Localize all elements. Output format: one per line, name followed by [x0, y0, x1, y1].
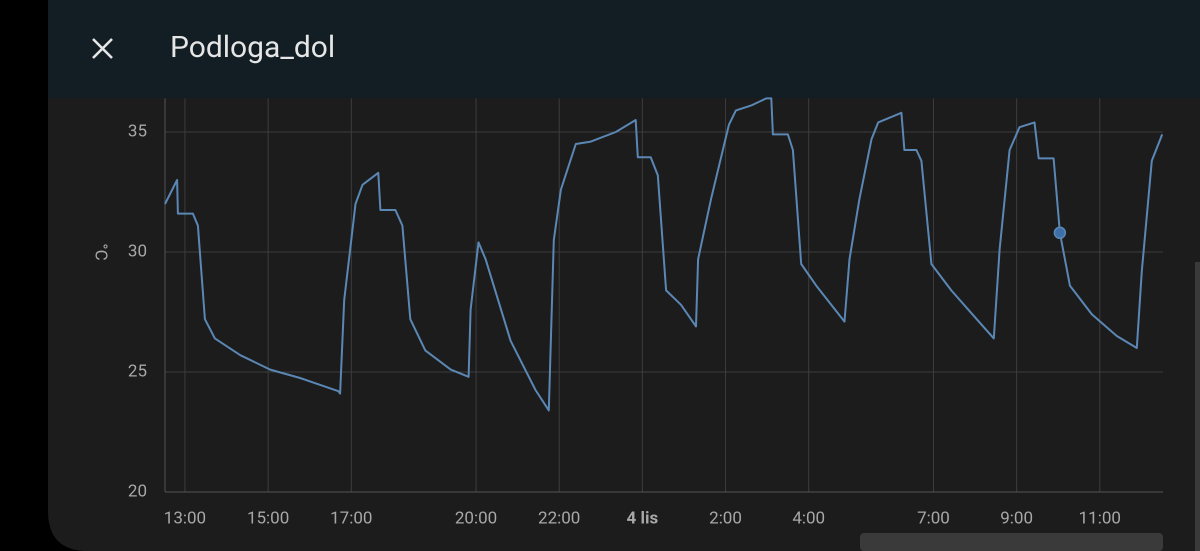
x-tick-label: 7:00: [917, 508, 950, 528]
x-tick-label: 9:00: [1000, 508, 1033, 528]
x-tick-label: 15:00: [247, 508, 289, 528]
x-tick-label: 4:00: [792, 508, 825, 528]
hover-point: [1053, 226, 1067, 240]
y-tick-label: 25: [128, 361, 147, 381]
x-tick-label: 13:00: [164, 508, 206, 528]
data-line: [164, 97, 1164, 412]
x-tick-label: 2:00: [709, 508, 742, 528]
x-tick-label: 11:00: [1079, 508, 1121, 528]
dialog-background: [48, 0, 1200, 551]
x-tick-label: 20:00: [455, 508, 497, 528]
close-button[interactable]: [92, 38, 113, 59]
x-tick-label: 17:00: [330, 508, 372, 528]
y-tick-label: 30: [128, 241, 147, 261]
dialog-title: Podloga_dol: [170, 30, 335, 65]
x-tick-label: 22:00: [538, 508, 580, 528]
header: [48, 0, 1200, 98]
y-tick-label: 35: [128, 121, 147, 141]
plot: 20 25 30 35 13:00 15:00 17:00 20:00 22:00 4 lis 2:…: [128, 97, 1164, 528]
scrollbar[interactable]: [860, 533, 1163, 551]
x-tick-label: 4 lis: [627, 508, 659, 528]
y-tick-label: 20: [128, 481, 147, 501]
side-scrollbar[interactable]: [1195, 262, 1200, 551]
y-axis-label: °C: [91, 243, 111, 260]
